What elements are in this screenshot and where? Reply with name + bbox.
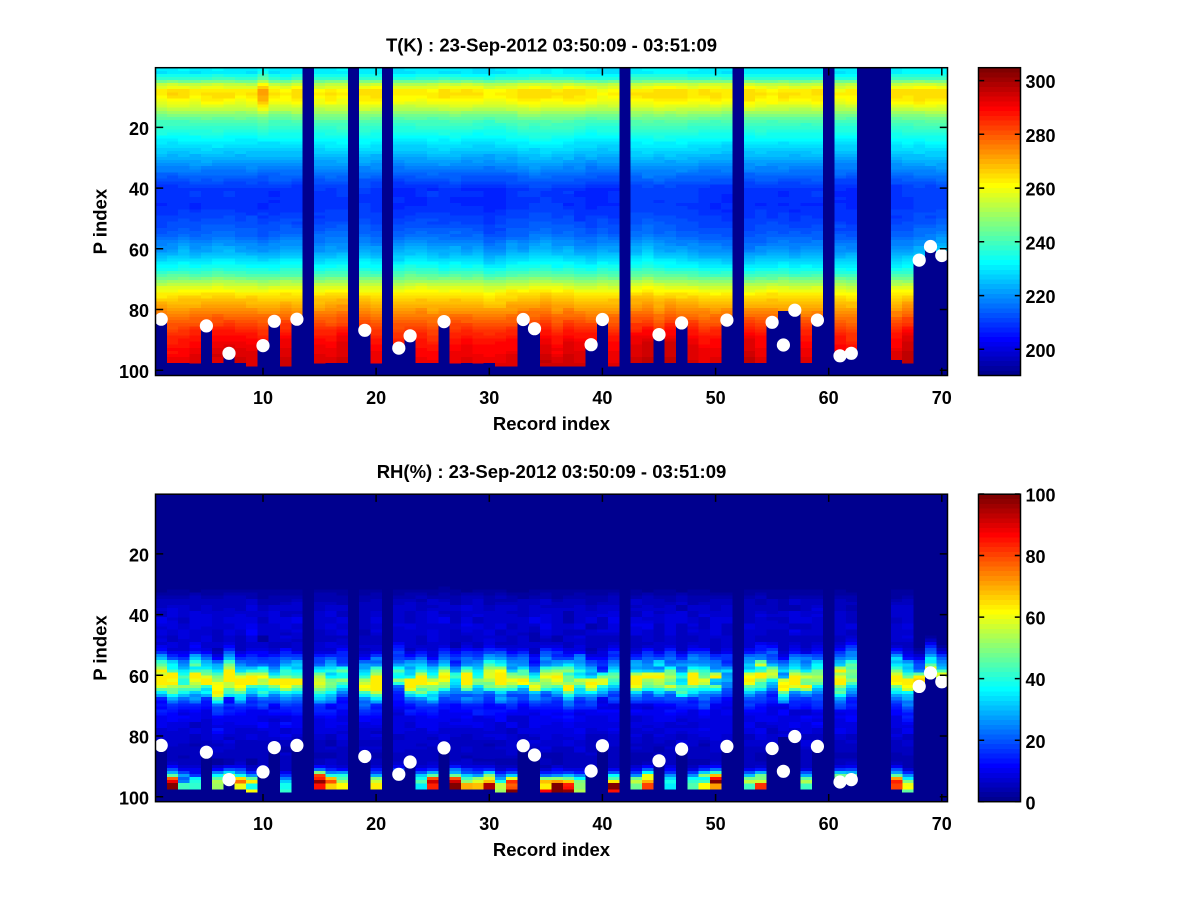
svg-text:RH(%) : 23-Sep-2012 03:50:09 -: RH(%) : 23-Sep-2012 03:50:09 - 03:51:09 bbox=[377, 461, 727, 482]
svg-text:T(K) : 23-Sep-2012 03:50:09 -: T(K) : 23-Sep-2012 03:50:09 - 03:51:09 bbox=[386, 34, 717, 55]
svg-text:240: 240 bbox=[1026, 233, 1056, 253]
svg-text:100: 100 bbox=[119, 788, 149, 808]
svg-text:280: 280 bbox=[1026, 126, 1056, 146]
svg-text:10: 10 bbox=[253, 814, 273, 834]
svg-text:80: 80 bbox=[1026, 547, 1046, 567]
svg-text:Record index: Record index bbox=[493, 839, 611, 860]
svg-text:70: 70 bbox=[932, 388, 952, 408]
svg-text:40: 40 bbox=[1026, 670, 1046, 690]
svg-text:P index: P index bbox=[90, 188, 111, 254]
svg-text:30: 30 bbox=[479, 814, 499, 834]
svg-text:60: 60 bbox=[129, 667, 149, 687]
svg-text:300: 300 bbox=[1026, 72, 1056, 92]
svg-text:200: 200 bbox=[1026, 341, 1056, 361]
svg-text:20: 20 bbox=[1026, 732, 1046, 752]
svg-text:100: 100 bbox=[1026, 486, 1056, 506]
svg-text:P index: P index bbox=[90, 615, 111, 681]
svg-text:220: 220 bbox=[1026, 287, 1056, 307]
svg-text:40: 40 bbox=[129, 180, 149, 200]
svg-text:60: 60 bbox=[819, 814, 839, 834]
svg-text:40: 40 bbox=[592, 388, 612, 408]
svg-text:10: 10 bbox=[253, 388, 273, 408]
svg-text:70: 70 bbox=[932, 814, 952, 834]
svg-text:80: 80 bbox=[129, 301, 149, 321]
svg-text:30: 30 bbox=[479, 388, 499, 408]
svg-text:260: 260 bbox=[1026, 180, 1056, 200]
svg-text:40: 40 bbox=[129, 606, 149, 626]
svg-text:0: 0 bbox=[1026, 793, 1036, 813]
svg-text:20: 20 bbox=[129, 119, 149, 139]
svg-text:80: 80 bbox=[129, 728, 149, 748]
svg-text:60: 60 bbox=[819, 388, 839, 408]
svg-text:50: 50 bbox=[706, 388, 726, 408]
svg-text:20: 20 bbox=[366, 388, 386, 408]
svg-text:20: 20 bbox=[129, 546, 149, 566]
svg-text:50: 50 bbox=[706, 814, 726, 834]
svg-text:60: 60 bbox=[129, 240, 149, 260]
svg-text:20: 20 bbox=[366, 814, 386, 834]
svg-text:40: 40 bbox=[592, 814, 612, 834]
svg-text:60: 60 bbox=[1026, 609, 1046, 629]
svg-text:100: 100 bbox=[119, 362, 149, 382]
svg-text:Record index: Record index bbox=[493, 413, 611, 434]
